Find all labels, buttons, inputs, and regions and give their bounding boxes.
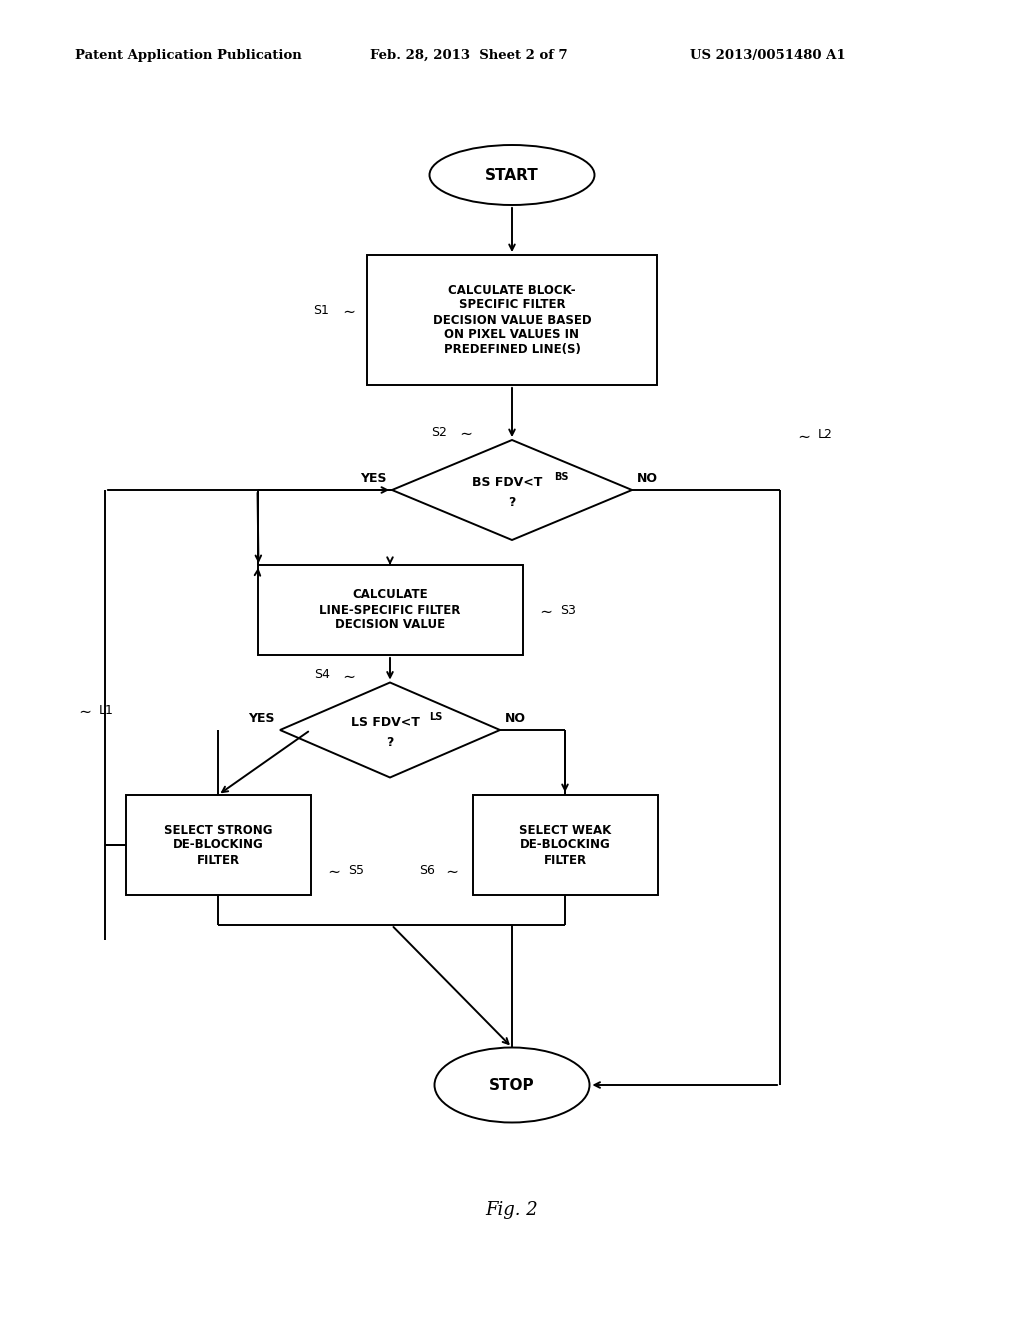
Bar [126,795,310,895]
Text: ~: ~ [341,668,353,682]
Text: L2: L2 [818,429,833,441]
Polygon shape [280,682,500,777]
Text: ~: ~ [326,862,339,878]
Text: ?: ? [508,495,516,508]
Text: YES: YES [249,711,275,725]
Text: Feb. 28, 2013  Sheet 2 of 7: Feb. 28, 2013 Sheet 2 of 7 [370,49,567,62]
Text: LS FDV<T: LS FDV<T [350,715,420,729]
Text: ~: ~ [796,428,808,442]
Text: Fig. 2: Fig. 2 [485,1201,539,1218]
Text: YES: YES [360,473,387,484]
Text: S1: S1 [313,304,329,317]
Text: ~: ~ [77,702,89,718]
Text: SELECT STRONG
DE-BLOCKING
FILTER: SELECT STRONG DE-BLOCKING FILTER [164,824,272,866]
Bar [472,795,657,895]
Text: US 2013/0051480 A1: US 2013/0051480 A1 [690,49,846,62]
Text: LS: LS [429,711,442,722]
Text: ~: ~ [539,602,551,618]
Text: Patent Application Publication: Patent Application Publication [75,49,302,62]
Text: START: START [485,168,539,182]
Text: S3: S3 [560,603,577,616]
Text: S5: S5 [348,863,365,876]
Text: BS: BS [554,473,568,482]
Text: ~: ~ [458,425,470,440]
Text: NO: NO [637,473,658,484]
Bar [257,565,522,655]
Text: S4: S4 [314,668,330,681]
Text: BS FDV<T: BS FDV<T [472,475,542,488]
Text: SELECT WEAK
DE-BLOCKING
FILTER: SELECT WEAK DE-BLOCKING FILTER [519,824,611,866]
Bar [367,255,657,385]
Text: ~: ~ [444,862,457,878]
Text: NO: NO [505,711,526,725]
Text: S6: S6 [419,863,434,876]
Ellipse shape [429,145,595,205]
Polygon shape [392,440,632,540]
Text: CALCULATE BLOCK-
SPECIFIC FILTER
DECISION VALUE BASED
ON PIXEL VALUES IN
PREDEFI: CALCULATE BLOCK- SPECIFIC FILTER DECISIO… [433,284,591,356]
Text: STOP: STOP [489,1077,535,1093]
Text: S2: S2 [431,425,447,438]
Ellipse shape [434,1048,590,1122]
Text: CALCULATE
LINE-SPECIFIC FILTER
DECISION VALUE: CALCULATE LINE-SPECIFIC FILTER DECISION … [319,589,461,631]
Text: ~: ~ [341,302,353,318]
Text: L1: L1 [99,704,114,717]
Text: ?: ? [386,735,393,748]
